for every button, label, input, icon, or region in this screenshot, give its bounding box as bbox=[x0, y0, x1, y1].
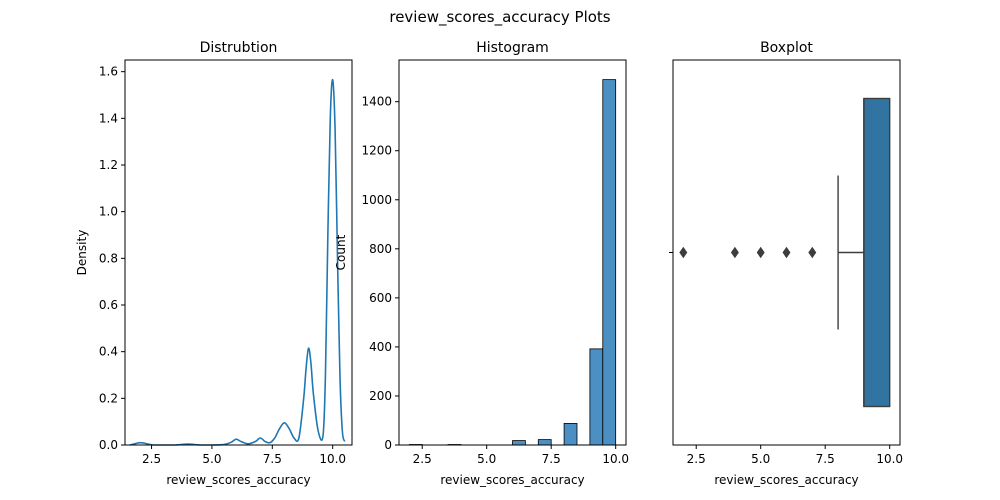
distribution-ytick-label: 0.8 bbox=[99, 251, 118, 265]
boxplot-outlier bbox=[730, 246, 739, 259]
distribution-ytick-label: 1.4 bbox=[99, 111, 118, 125]
boxplot-xtick-label: 7.5 bbox=[816, 452, 835, 466]
histogram-ytick-label: 1200 bbox=[361, 144, 392, 158]
boxplot-outlier bbox=[808, 246, 817, 259]
boxplot-xtick-label: 5.0 bbox=[751, 452, 770, 466]
boxplot-outlier bbox=[782, 246, 791, 259]
distribution-title: Distrubtion bbox=[200, 40, 278, 56]
distribution-ytick-label: 0.0 bbox=[99, 438, 118, 452]
histogram-ytick-label: 800 bbox=[369, 242, 392, 256]
histogram-xtick-label: 7.5 bbox=[542, 452, 561, 466]
boxplot-outlier bbox=[756, 246, 765, 259]
histogram-panel: Histogram 2.5 5.0 7.5 10.0 0 200 400 600 800 1000… bbox=[334, 40, 629, 487]
distribution-xtick-label: 5.0 bbox=[202, 452, 221, 466]
histogram-bar bbox=[537, 439, 552, 446]
boxplot-box bbox=[863, 97, 891, 408]
histogram-ytick-label: 200 bbox=[369, 389, 392, 403]
histogram-ytick-label: 1000 bbox=[361, 193, 392, 207]
distribution-xtick-label: 2.5 bbox=[142, 452, 161, 466]
histogram-frame bbox=[398, 59, 627, 446]
boxplot-title: Boxplot bbox=[760, 40, 813, 56]
distribution-frame bbox=[124, 59, 353, 446]
boxplot-frame bbox=[672, 59, 901, 446]
distribution-xtick-label: 7.5 bbox=[263, 452, 282, 466]
histogram-bar bbox=[589, 348, 604, 446]
distribution-ytick-label: 1.0 bbox=[99, 205, 118, 219]
density-line bbox=[129, 79, 346, 446]
histogram-xtick-label: 2.5 bbox=[413, 452, 432, 466]
histogram-bar bbox=[602, 79, 617, 446]
distribution-ytick-label: 0.6 bbox=[99, 298, 118, 312]
distribution-ylabel: Density bbox=[75, 230, 89, 276]
histogram-title: Histogram bbox=[476, 40, 549, 56]
distribution-xtick-label: 10.0 bbox=[319, 452, 346, 466]
histogram-ytick-label: 1400 bbox=[361, 95, 392, 109]
histogram-xtick-label: 5.0 bbox=[477, 452, 496, 466]
distribution-ytick-label: 1.6 bbox=[99, 65, 118, 79]
boxplot-panel: Boxplot 2.5 5.0 7.5 10.0 review_scores_accu… bbox=[669, 40, 903, 487]
boxplot-xlabel: review_scores_accuracy bbox=[714, 473, 858, 487]
boxplot-xtick-label: 10.0 bbox=[876, 452, 903, 466]
histogram-xlabel: review_scores_accuracy bbox=[440, 473, 584, 487]
histogram-ytick-label: 600 bbox=[369, 291, 392, 305]
histogram-bar bbox=[563, 423, 578, 446]
distribution-xlabel: review_scores_accuracy bbox=[166, 473, 310, 487]
boxplot-outlier bbox=[679, 246, 688, 259]
histogram-bar bbox=[512, 440, 526, 446]
histogram-ytick-label: 400 bbox=[369, 340, 392, 354]
distribution-panel: Distrubtion 2.5 5.0 7.5 10.0 0.0 0.2 0.4 0.6 0.8… bbox=[75, 40, 353, 487]
figure-title: review_scores_accuracy Plots bbox=[389, 8, 610, 27]
distribution-ytick-label: 0.2 bbox=[99, 391, 118, 405]
histogram-ylabel: Count bbox=[334, 234, 348, 270]
histogram-ytick-label: 0 bbox=[384, 438, 392, 452]
distribution-ytick-label: 1.2 bbox=[99, 158, 118, 172]
histogram-xtick-label: 10.0 bbox=[602, 452, 629, 466]
boxplot-xtick-label: 2.5 bbox=[687, 452, 706, 466]
distribution-ytick-label: 0.4 bbox=[99, 345, 118, 359]
